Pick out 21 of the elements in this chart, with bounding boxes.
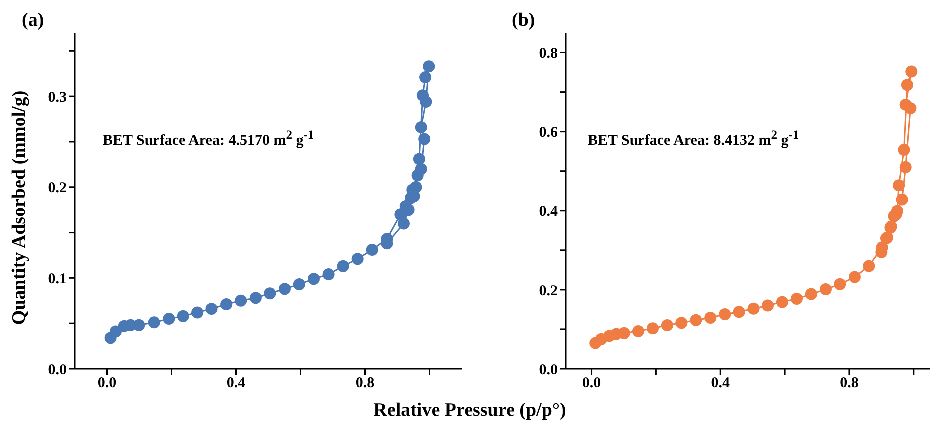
y-tick-label: 0.2 <box>48 180 67 197</box>
x-tick-label: 0.8 <box>840 376 859 392</box>
y-tick-label: 0.8 <box>539 46 558 62</box>
x-tick-label: 0.4 <box>711 376 730 392</box>
x-tick-label: 0.8 <box>356 376 375 392</box>
x-axis-title: Relative Pressure (p/p°) <box>374 400 566 422</box>
x-tick-label: 0.4 <box>226 376 246 392</box>
y-tick-label: 0.1 <box>48 272 67 288</box>
y-tick-label: 0.3 <box>48 90 67 106</box>
chart-title: (b) <box>512 10 536 32</box>
x-tick-label: 0.0 <box>98 376 117 392</box>
y-tick-label: 0.0 <box>48 362 67 378</box>
y-axis-title: Quantity Adsorbed (mmol/g) <box>9 90 31 326</box>
x-tick-label: 0.0 <box>582 376 602 392</box>
y-tick-label: 0.2 <box>539 283 558 300</box>
annotation: BET Surface Area: 8.4132 m$^{2}$ g$^{-1}$ <box>588 128 800 150</box>
y-tick-label: 0.4 <box>539 204 558 220</box>
chart-title: (a) <box>22 10 44 32</box>
y-tick-label: 0.6 <box>539 125 558 142</box>
annotation: BET Surface Area: 4.5170 m$^{2}$ g$^{-1}$ <box>103 128 314 150</box>
y-tick-label: 0.0 <box>539 362 558 378</box>
